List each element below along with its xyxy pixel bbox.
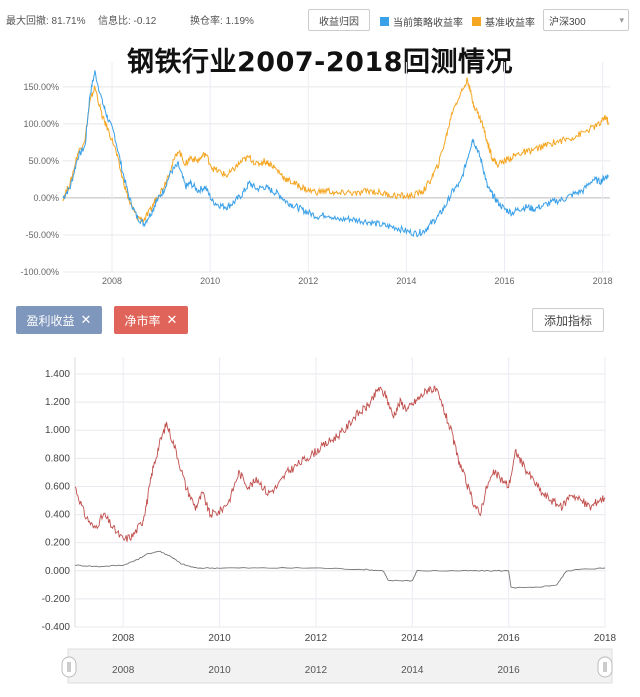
y-tick-label: 0.800 <box>45 453 70 464</box>
navigator-handle-right[interactable] <box>597 656 613 678</box>
navigator-label: 2008 <box>112 665 135 676</box>
navigator-label: 2010 <box>208 665 231 676</box>
range-navigator <box>67 648 613 684</box>
navigator-label: 2016 <box>498 665 521 676</box>
y-tick-label: -0.200 <box>42 594 71 605</box>
attribution-button[interactable]: 收益归因 <box>308 9 370 31</box>
profit-series-line <box>74 550 606 589</box>
legend-benchmark[interactable]: 基准收益率 <box>472 14 535 29</box>
info-ratio: 信息比: -0.12 <box>98 16 157 27</box>
y-tick-label: 0.000 <box>45 566 70 577</box>
x-tick-label: 2014 <box>396 276 416 286</box>
y-tick-label: 0.400 <box>45 510 70 521</box>
tag-profit-label: 盈利收益 <box>26 313 75 328</box>
y-tick-label: 0.200 <box>45 538 70 549</box>
tag-profit[interactable]: 盈利收益 ✕ <box>16 306 102 334</box>
returns-chart: 150.00% 100.00% 50.00% 0.00% -50.00% -100.00%… <box>20 62 613 286</box>
x-tick-label: 2010 <box>208 633 231 644</box>
strategy-series-line <box>62 70 609 238</box>
turnover-rate: 换仓率: 1.19% <box>190 16 254 27</box>
benchmark-swatch <box>472 17 481 26</box>
close-icon[interactable]: ✕ <box>80 312 92 327</box>
y-tick-label: -0.400 <box>42 622 71 633</box>
chevron-down-icon: ▾ <box>619 14 624 25</box>
x-tick-label: 2018 <box>593 276 613 286</box>
benchmark-select-value: 沪深300 <box>549 16 586 28</box>
x-tick-label: 2014 <box>401 633 424 644</box>
page-title: 钢铁行业2007-2018回测情况 <box>127 47 513 78</box>
indicator-chart: 1.400 1.200 1.000 0.800 0.600 0.400 0.200 0.000… <box>42 357 617 684</box>
benchmark-series-line <box>62 77 609 224</box>
close-icon[interactable]: ✕ <box>166 312 178 327</box>
y-tick-label: -50.00% <box>25 230 59 240</box>
y-tick-label: 50.00% <box>28 156 59 166</box>
y-tick-label: 0.00% <box>33 193 59 203</box>
y-tick-label: 1.400 <box>45 369 70 380</box>
strategy-swatch <box>380 17 389 26</box>
stats-bar: 最大回撤: 81.71% 信息比: -0.12 换仓率: 1.19% <box>6 12 254 27</box>
y-tick-label: 100.00% <box>23 119 59 129</box>
navigator-label: 2014 <box>401 665 424 676</box>
x-tick-label: 2012 <box>298 276 318 286</box>
y-tick-label: 1.000 <box>45 425 70 436</box>
y-tick-label: 1.200 <box>45 397 70 408</box>
x-tick-label: 2016 <box>495 276 515 286</box>
legend-strategy[interactable]: 当前策略收益率 <box>380 14 463 29</box>
benchmark-select[interactable]: 沪深300 ▾ <box>543 9 629 31</box>
x-tick-label: 2010 <box>200 276 220 286</box>
x-tick-label: 2012 <box>305 633 328 644</box>
x-tick-label: 2008 <box>102 276 122 286</box>
y-tick-label: 0.600 <box>45 481 70 492</box>
max-drawdown: 最大回撤: 81.71% <box>6 16 86 27</box>
x-tick-label: 2016 <box>498 633 521 644</box>
x-tick-label: 2008 <box>112 633 135 644</box>
legend-strategy-label: 当前策略收益率 <box>393 18 463 29</box>
navigator-label: 2012 <box>305 665 328 676</box>
x-tick-label: 2018 <box>594 633 617 644</box>
tag-pb[interactable]: 净市率 ✕ <box>114 306 188 334</box>
add-indicator-button[interactable]: 添加指标 <box>532 308 604 332</box>
navigator-handle-left[interactable] <box>61 656 77 678</box>
legend-benchmark-label: 基准收益率 <box>485 18 535 29</box>
y-tick-label: -100.00% <box>20 267 59 277</box>
pb-series-line <box>74 385 606 542</box>
y-tick-label: 150.00% <box>23 82 59 92</box>
tag-pb-label: 净市率 <box>124 313 161 328</box>
